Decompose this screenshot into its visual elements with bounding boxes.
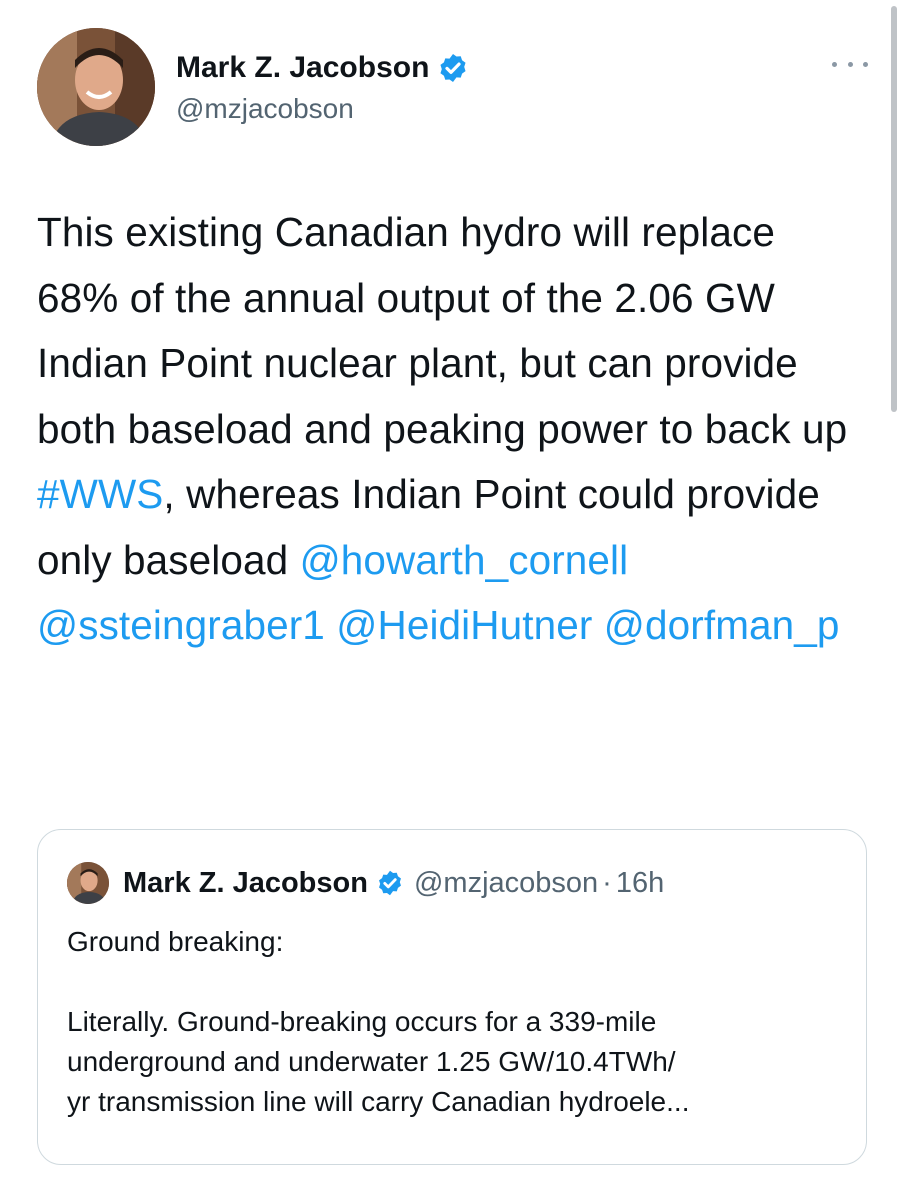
tweet-text: This existing Canadian hydro will replac… (37, 200, 867, 659)
quoted-first-line: Ground breaking: (67, 926, 284, 957)
tweet-text-segment (325, 602, 336, 648)
tweet-text-segment: , whereas Indian Point could provide onl… (37, 471, 820, 583)
mention-link[interactable]: @ssteingraber1 (37, 602, 325, 648)
quoted-tweet-card[interactable]: Mark Z. Jacobson @mzjacobson · 16h Groun… (37, 829, 867, 1165)
tweet-text-segment (592, 602, 603, 648)
avatar-photo (37, 28, 155, 146)
more-dot (847, 61, 853, 67)
mention-link[interactable]: @HeidiHutner (336, 602, 593, 648)
more-dot (832, 61, 837, 67)
quoted-author-avatar (67, 862, 109, 904)
more-options-icon[interactable] (832, 52, 868, 76)
more-dot (863, 61, 868, 67)
quoted-body-line: underground and underwater 1.25 GW/10.4T… (67, 1046, 676, 1077)
author-handle[interactable]: @mzjacobson (176, 93, 354, 124)
quoted-tweet-header: Mark Z. Jacobson @mzjacobson · 16h (123, 865, 664, 901)
verified-badge-icon (440, 54, 466, 82)
quoted-body-line: yr transmission line will carry Canadian… (67, 1086, 690, 1117)
quoted-author-handle: @mzjacobson (413, 867, 599, 899)
mention-link[interactable]: @howarth_cornell (299, 536, 629, 583)
avatar-photo (67, 862, 109, 904)
mention-link[interactable]: @dorfman_p (603, 602, 840, 648)
verified-badge-icon (379, 870, 401, 896)
hashtag-link[interactable]: #WWS (37, 471, 164, 517)
meta-separator: · (602, 867, 612, 899)
author-avatar[interactable] (37, 28, 155, 146)
author-name-row[interactable]: Mark Z. Jacobson (176, 50, 469, 86)
paragraph-gap (67, 962, 847, 1002)
quoted-author-name: Mark Z. Jacobson (123, 867, 368, 899)
quoted-tweet-time: 16h (615, 867, 665, 899)
tweet-text-segment: This existing Canadian hydro will replac… (37, 209, 848, 452)
quoted-tweet-text: Ground breaking: Literally. Ground-break… (67, 922, 847, 1122)
scrollbar-thumb[interactable] (891, 6, 897, 412)
author-name[interactable]: Mark Z. Jacobson (176, 51, 430, 84)
quoted-body-line: Literally. Ground-breaking occurs for a … (67, 1006, 657, 1037)
